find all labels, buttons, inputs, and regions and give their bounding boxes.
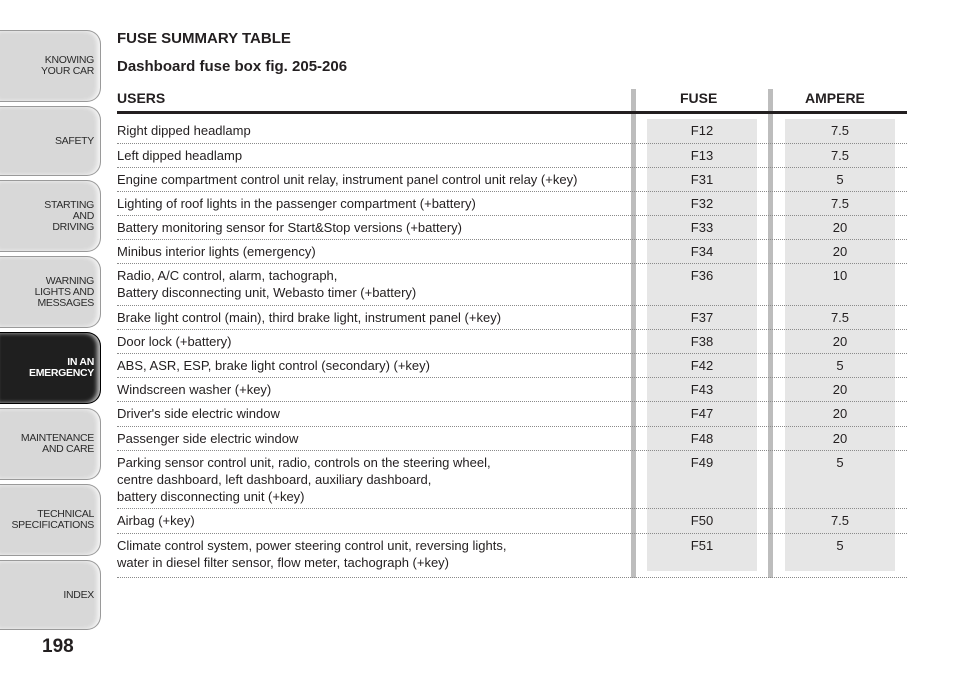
table-row: Airbag (+key) F50 7.5 [117, 509, 907, 534]
table-row: Right dipped headlamp F12 7.5 [117, 119, 907, 144]
user-cell: Driver's side electric window [117, 406, 280, 421]
fuse-cell: F51 [690, 538, 714, 553]
ampere-cell: 5 [836, 538, 844, 553]
user-cell: Brake light control (main), third brake … [117, 310, 502, 325]
ampere-cell: 5 [836, 455, 844, 470]
user-cell: Left dipped headlamp [117, 148, 243, 163]
header-ampere: AMPERE [805, 90, 865, 106]
header-fuse: FUSE [680, 90, 718, 106]
tab-safety[interactable]: SAFETY [0, 106, 101, 176]
tab-warning-lights-and-messages[interactable]: WARNING LIGHTS AND MESSAGES [0, 256, 101, 328]
table-row: Radio, A/C control, alarm, tachograph, B… [117, 264, 907, 306]
tab-starting-and-driving[interactable]: STARTING AND DRIVING [0, 180, 101, 252]
ampere-cell: 20 [832, 334, 848, 349]
table-row: Driver's side electric window F47 20 [117, 402, 907, 427]
fuse-cell: F43 [690, 382, 714, 397]
user-cell: Engine compartment control unit relay, i… [117, 172, 578, 187]
user-cell: Minibus interior lights (emergency) [117, 244, 316, 259]
table-row: ABS, ASR, ESP, brake light control (seco… [117, 354, 907, 378]
user-cell: Right dipped headlamp [117, 123, 251, 138]
table-row: Minibus interior lights (emergency) F34 … [117, 240, 907, 264]
table-row: Passenger side electric window F48 20 [117, 427, 907, 451]
page-number: 198 [42, 636, 74, 657]
ampere-cell: 7.5 [830, 310, 850, 325]
ampere-cell: 5 [836, 172, 844, 187]
tab-knowing-your-car[interactable]: KNOWING YOUR CAR [0, 30, 101, 102]
user-cell: Battery monitoring sensor for Start&Stop… [117, 220, 463, 235]
fuse-cell: F31 [690, 172, 714, 187]
ampere-cell: 7.5 [830, 148, 850, 163]
fuse-cell: F12 [690, 123, 714, 138]
column-divider [768, 89, 773, 578]
ampere-cell: 20 [832, 431, 848, 446]
table-row: Climate control system, power steering c… [117, 534, 907, 578]
ampere-cell: 20 [832, 382, 848, 397]
fuse-cell: F13 [690, 148, 714, 163]
table-row: Engine compartment control unit relay, i… [117, 168, 907, 192]
table-row: Brake light control (main), third brake … [117, 306, 907, 330]
table-row: Parking sensor control unit, radio, cont… [117, 451, 907, 509]
fuse-cell: F50 [690, 513, 714, 528]
table-row: Door lock (+battery) F38 20 [117, 330, 907, 354]
fuse-cell: F47 [690, 406, 714, 421]
ampere-cell: 7.5 [830, 123, 850, 138]
table-row: Left dipped headlamp F13 7.5 [117, 144, 907, 168]
fuse-column-shade [647, 119, 757, 571]
tab-index[interactable]: INDEX [0, 560, 101, 630]
tab-maintenance-and-care[interactable]: MAINTENANCE AND CARE [0, 408, 101, 480]
ampere-cell: 7.5 [830, 513, 850, 528]
ampere-column-shade [785, 119, 895, 571]
fuse-cell: F36 [690, 268, 714, 283]
page-title: FUSE SUMMARY TABLE [117, 30, 291, 47]
header-users: USERS [117, 90, 166, 106]
user-cell: Climate control system, power steering c… [117, 538, 507, 570]
user-cell: Passenger side electric window [117, 431, 299, 446]
user-cell: Lighting of roof lights in the passenger… [117, 196, 476, 211]
user-cell: ABS, ASR, ESP, brake light control (seco… [117, 358, 430, 373]
ampere-cell: 5 [836, 358, 844, 373]
table-row: Windscreen washer (+key) F43 20 [117, 378, 907, 402]
user-cell: Parking sensor control unit, radio, cont… [117, 455, 491, 504]
column-divider [631, 89, 636, 578]
ampere-cell: 20 [832, 220, 848, 235]
fuse-cell: F42 [690, 358, 714, 373]
table-row: Lighting of roof lights in the passenger… [117, 192, 907, 216]
ampere-cell: 10 [832, 268, 848, 283]
user-cell: Door lock (+battery) [117, 334, 232, 349]
tab-technical-specifications[interactable]: TECHNICAL SPECIFICATIONS [0, 484, 101, 556]
fuse-cell: F48 [690, 431, 714, 446]
user-cell: Radio, A/C control, alarm, tachograph, B… [117, 268, 417, 300]
fuse-cell: F37 [690, 310, 714, 325]
fuse-cell: F32 [690, 196, 714, 211]
fuse-cell: F34 [690, 244, 714, 259]
table-row: Battery monitoring sensor for Start&Stop… [117, 216, 907, 240]
page-subtitle: Dashboard fuse box fig. 205-206 [117, 58, 348, 75]
ampere-cell: 7.5 [830, 196, 850, 211]
tab-in-an-emergency[interactable]: IN AN EMERGENCY [0, 332, 101, 404]
user-cell: Windscreen washer (+key) [117, 382, 272, 397]
user-cell: Airbag (+key) [117, 513, 195, 528]
ampere-cell: 20 [832, 406, 848, 421]
fuse-cell: F49 [690, 455, 714, 470]
fuse-cell: F33 [690, 220, 714, 235]
ampere-cell: 20 [832, 244, 848, 259]
header-rule [117, 111, 907, 114]
fuse-cell: F38 [690, 334, 714, 349]
